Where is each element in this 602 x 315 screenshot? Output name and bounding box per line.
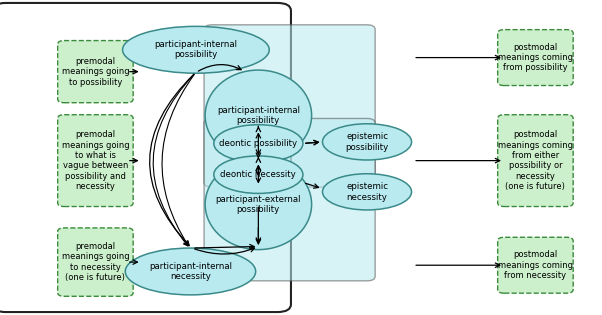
- Text: premodal
meanings going
to possibility: premodal meanings going to possibility: [61, 57, 129, 87]
- FancyBboxPatch shape: [498, 237, 573, 293]
- Text: participant-internal
possibility: participant-internal possibility: [217, 106, 300, 125]
- FancyBboxPatch shape: [204, 25, 375, 187]
- Text: premodal
meanings going
to what is
vague between
possibility and
necessity: premodal meanings going to what is vague…: [61, 130, 129, 191]
- Ellipse shape: [125, 248, 256, 295]
- Text: participant-internal
necessity: participant-internal necessity: [149, 262, 232, 281]
- Text: epistemic
necessity: epistemic necessity: [346, 182, 388, 202]
- Text: postmodal
meanings coming
from either
possibility or
necessity
(one is future): postmodal meanings coming from either po…: [498, 130, 573, 191]
- FancyBboxPatch shape: [58, 115, 133, 207]
- FancyBboxPatch shape: [58, 228, 133, 296]
- FancyBboxPatch shape: [204, 118, 375, 281]
- Text: deontic possibility: deontic possibility: [219, 139, 297, 148]
- Text: premodal
meanings going
to necessity
(one is future): premodal meanings going to necessity (on…: [61, 242, 129, 282]
- Ellipse shape: [214, 156, 303, 193]
- Ellipse shape: [323, 124, 412, 160]
- Ellipse shape: [205, 70, 312, 161]
- Text: deontic necessity: deontic necessity: [220, 170, 296, 179]
- Ellipse shape: [323, 174, 412, 210]
- Text: participant-external
possibility: participant-external possibility: [216, 195, 301, 214]
- FancyBboxPatch shape: [498, 115, 573, 207]
- Text: epistemic
possibility: epistemic possibility: [346, 132, 389, 152]
- Ellipse shape: [123, 26, 269, 73]
- FancyBboxPatch shape: [498, 30, 573, 86]
- Ellipse shape: [214, 125, 303, 162]
- Ellipse shape: [205, 159, 312, 249]
- FancyBboxPatch shape: [0, 3, 291, 312]
- Text: postmodal
meanings coming
from necessity: postmodal meanings coming from necessity: [498, 250, 573, 280]
- Text: postmodal
meanings coming
from possibility: postmodal meanings coming from possibili…: [498, 43, 573, 72]
- FancyBboxPatch shape: [58, 41, 133, 103]
- Text: participant-internal
possibility: participant-internal possibility: [154, 40, 237, 60]
